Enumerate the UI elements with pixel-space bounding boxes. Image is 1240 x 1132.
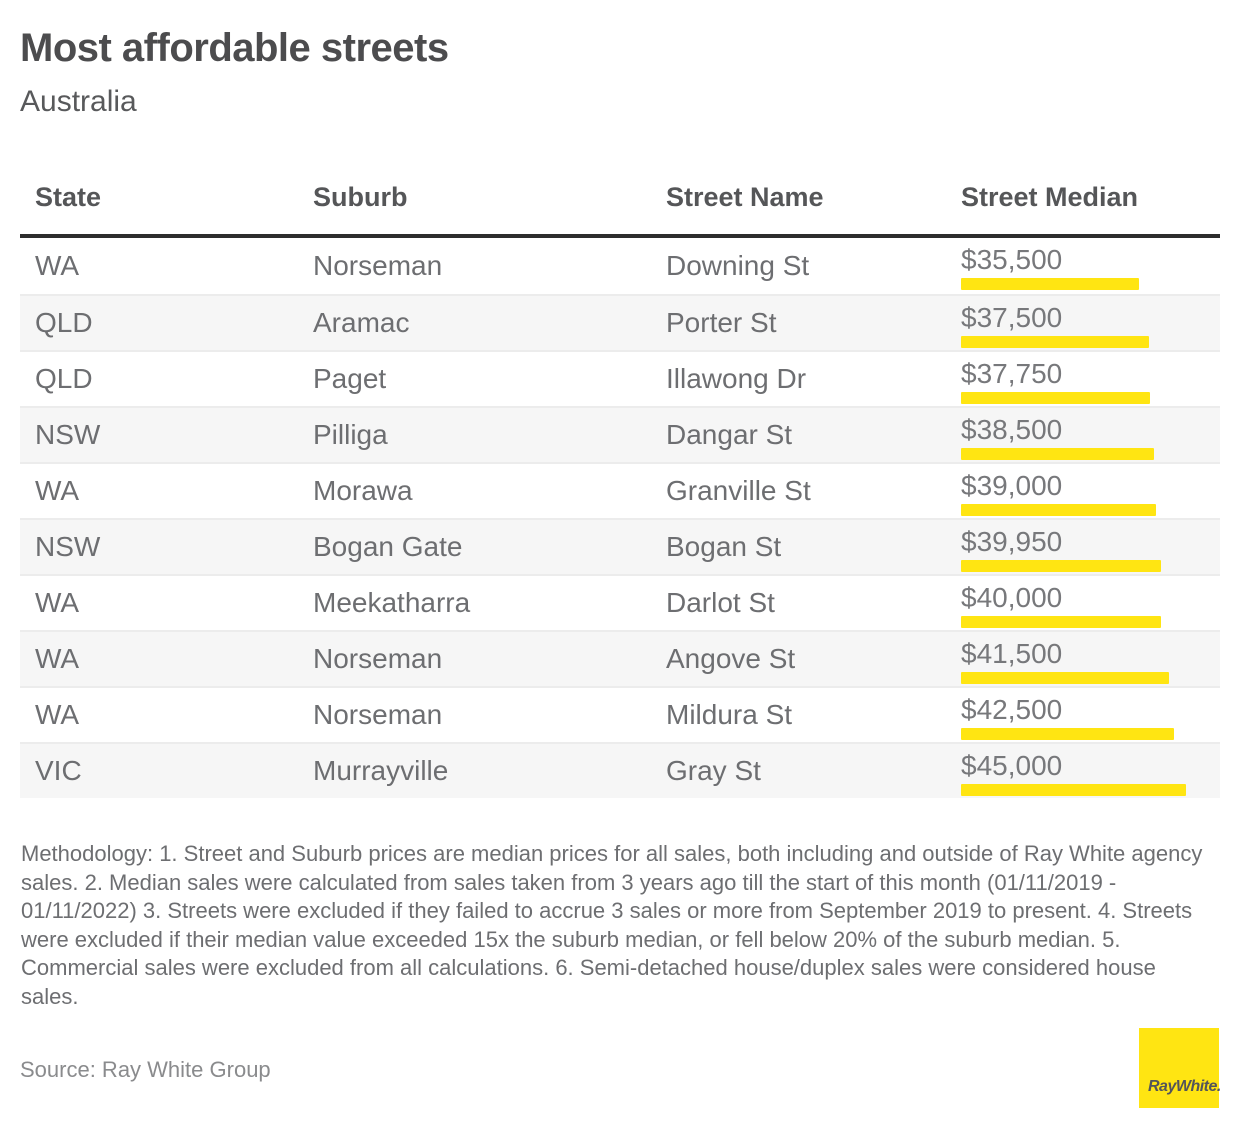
- median-value-label: $38,500: [961, 414, 1063, 445]
- table-row: QLD Aramac Porter St $37,500: [20, 294, 1220, 350]
- page-subtitle: Australia: [20, 85, 137, 118]
- cell-street-name: Dangar St: [666, 419, 793, 450]
- median-value-label: $37,500: [961, 302, 1063, 333]
- median-value-label: $41,500: [961, 638, 1063, 669]
- infographic-page: Most affordable streets Australia State …: [20, 26, 1221, 1108]
- cell-street-median: $42,500: [961, 688, 1220, 742]
- table-header-row: State Suburb Street Name Street Median: [20, 180, 1220, 238]
- median-bar: [961, 784, 1186, 796]
- cell-street-median: $41,500: [961, 632, 1220, 686]
- table-row: NSW Bogan Gate Bogan St $39,950: [20, 518, 1220, 574]
- cell-street-median: $38,500: [961, 408, 1220, 462]
- median-bar: [961, 560, 1161, 572]
- cell-street-median: $40,000: [961, 576, 1220, 630]
- cell-street-name: Gray St: [666, 755, 761, 786]
- cell-state: QLD: [35, 307, 93, 338]
- cell-state: WA: [35, 475, 80, 506]
- median-value-label: $39,000: [961, 470, 1063, 501]
- cell-suburb: Meekatharra: [313, 587, 471, 618]
- table-row: VIC Murrayville Gray St $45,000: [20, 742, 1220, 798]
- column-header-suburb: Suburb: [313, 182, 408, 212]
- median-bar: [961, 336, 1149, 348]
- cell-state: WA: [35, 643, 80, 674]
- cell-street-median: $39,000: [961, 464, 1220, 518]
- cell-state: WA: [35, 587, 80, 618]
- table-body: WA Norseman Downing St $35,500 QLD Arama…: [20, 238, 1220, 798]
- cell-street-median: $35,500: [961, 238, 1220, 294]
- cell-street-median: $39,950: [961, 520, 1220, 574]
- cell-street-median: $37,500: [961, 296, 1220, 350]
- table-row: WA Morawa Granville St $39,000: [20, 462, 1220, 518]
- table-row: WA Meekatharra Darlot St $40,000: [20, 574, 1220, 630]
- column-header-street-median: Street Median: [961, 182, 1139, 212]
- table-row: WA Norseman Mildura St $42,500: [20, 686, 1220, 742]
- median-bar: [961, 448, 1154, 460]
- cell-suburb: Norseman: [313, 643, 443, 674]
- cell-street-median: $37,750: [961, 352, 1220, 406]
- cell-suburb: Morawa: [313, 475, 413, 506]
- source-credit: Source: Ray White Group: [20, 1057, 271, 1082]
- table-row: QLD Paget Illawong Dr $37,750: [20, 350, 1220, 406]
- cell-state: WA: [35, 250, 80, 281]
- cell-street-name: Darlot St: [666, 587, 775, 618]
- methodology-note: Methodology: 1. Street and Suburb prices…: [21, 841, 1203, 1009]
- cell-street-median: $45,000: [961, 744, 1220, 798]
- column-header-state: State: [35, 182, 102, 212]
- table-row: WA Norseman Angove St $41,500: [20, 630, 1220, 686]
- cell-street-name: Granville St: [666, 475, 811, 506]
- median-value-label: $45,000: [961, 750, 1063, 781]
- median-bar: [961, 278, 1139, 290]
- cell-street-name: Angove St: [666, 643, 796, 674]
- cell-state: WA: [35, 699, 80, 730]
- cell-suburb: Bogan Gate: [313, 531, 463, 562]
- cell-street-name: Porter St: [666, 307, 777, 338]
- cell-street-name: Illawong Dr: [666, 363, 807, 394]
- cell-state: VIC: [35, 755, 82, 786]
- cell-state: QLD: [35, 363, 93, 394]
- cell-street-name: Mildura St: [666, 699, 793, 730]
- cell-street-name: Bogan St: [666, 531, 782, 562]
- column-header-street-name: Street Name: [666, 182, 824, 212]
- page-title: Most affordable streets: [20, 26, 449, 70]
- median-bar: [961, 504, 1156, 516]
- cell-street-name: Downing St: [666, 250, 810, 281]
- raywhite-logo-text: RayWhite.: [1148, 1078, 1221, 1095]
- median-bar: [961, 616, 1161, 628]
- median-value-label: $35,500: [961, 244, 1063, 275]
- median-bar: [961, 672, 1169, 684]
- table-row: NSW Pilliga Dangar St $38,500: [20, 406, 1220, 462]
- raywhite-logo: RayWhite.: [1139, 1028, 1221, 1108]
- median-bar: [961, 728, 1174, 740]
- median-value-label: $40,000: [961, 582, 1063, 613]
- median-value-label: $39,950: [961, 526, 1063, 557]
- cell-suburb: Norseman: [313, 250, 443, 281]
- cell-suburb: Pilliga: [313, 419, 388, 450]
- cell-suburb: Norseman: [313, 699, 443, 730]
- affordable-streets-table: State Suburb Street Name Street Median W…: [20, 180, 1220, 798]
- cell-suburb: Paget: [313, 363, 387, 394]
- median-value-label: $37,750: [961, 358, 1063, 389]
- median-value-label: $42,500: [961, 694, 1063, 725]
- cell-state: NSW: [35, 419, 101, 450]
- cell-suburb: Murrayville: [313, 755, 449, 786]
- table-row: WA Norseman Downing St $35,500: [20, 238, 1220, 294]
- cell-suburb: Aramac: [313, 307, 410, 338]
- median-bar: [961, 392, 1150, 404]
- cell-state: NSW: [35, 531, 101, 562]
